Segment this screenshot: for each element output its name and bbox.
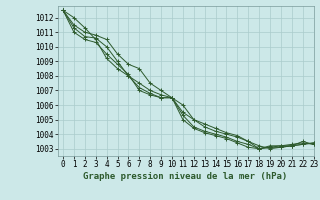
- X-axis label: Graphe pression niveau de la mer (hPa): Graphe pression niveau de la mer (hPa): [84, 172, 288, 181]
